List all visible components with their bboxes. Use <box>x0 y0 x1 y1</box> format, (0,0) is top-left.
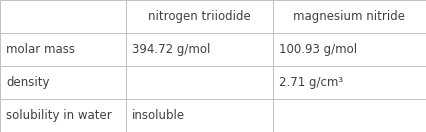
Text: density: density <box>6 76 50 89</box>
Text: 2.71 g/cm³: 2.71 g/cm³ <box>279 76 343 89</box>
Text: magnesium nitride: magnesium nitride <box>294 10 405 23</box>
Text: insoluble: insoluble <box>132 109 185 122</box>
Text: molar mass: molar mass <box>6 43 75 56</box>
Text: solubility in water: solubility in water <box>6 109 112 122</box>
Text: nitrogen triiodide: nitrogen triiodide <box>148 10 250 23</box>
Text: 394.72 g/mol: 394.72 g/mol <box>132 43 210 56</box>
Text: 100.93 g/mol: 100.93 g/mol <box>279 43 357 56</box>
